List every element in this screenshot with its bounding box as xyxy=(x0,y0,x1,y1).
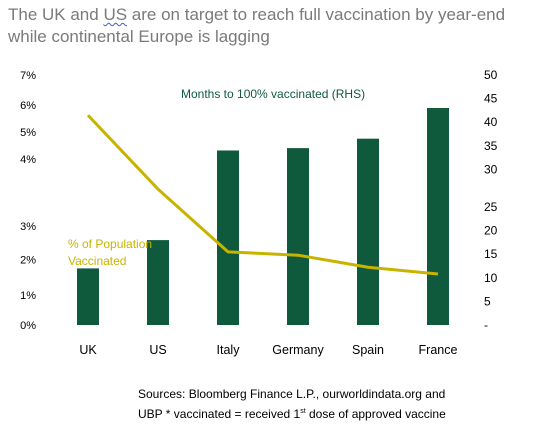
left-axis-tick-label: 4% xyxy=(20,154,36,166)
x-axis-label-uk: UK xyxy=(79,343,97,357)
right-axis-tick-label: 5 xyxy=(484,294,491,308)
left-axis-tick-label: 1% xyxy=(20,290,36,302)
left-axis-tick-label: 3% xyxy=(20,221,36,233)
left-axis-tick-label: 7% xyxy=(20,70,36,82)
line-series-vaccinated xyxy=(86,114,439,276)
line-series-label-1: % of Population xyxy=(68,237,152,251)
title-part-2: are on target to reach full vaccination … xyxy=(8,5,506,46)
bar-series-label: Months to 100% vaccinated (RHS) xyxy=(181,87,365,101)
source-line-2: UBP * vaccinated = received 1st dose of … xyxy=(138,403,533,423)
x-axis-label-italy: Italy xyxy=(217,343,241,357)
line-series-label-2: Vaccinated xyxy=(68,254,126,268)
bar-germany xyxy=(287,148,309,325)
right-axis-tick-label: 15 xyxy=(484,247,498,261)
right-axis-tick-label: 25 xyxy=(484,200,498,214)
bar-france xyxy=(427,108,449,326)
left-axis-tick-label: 5% xyxy=(20,127,36,139)
left-axis-tick-label: 2% xyxy=(20,255,36,267)
right-axis-tick-label: - xyxy=(484,318,488,332)
source-line-2-sup: st xyxy=(300,408,306,415)
right-axis-tick-label: 30 xyxy=(484,162,498,176)
bar-us xyxy=(147,240,169,325)
source-note: Sources: Bloomberg Finance L.P., ourworl… xyxy=(138,385,533,423)
right-axis-tick-label: 50 xyxy=(484,68,498,82)
right-axis-tick-label: 35 xyxy=(484,139,498,153)
right-axis-tick-label: 10 xyxy=(484,271,498,285)
source-line-2a: UBP * vaccinated = received 1 xyxy=(138,407,301,421)
bar-italy xyxy=(217,150,239,325)
source-line-1: Sources: Bloomberg Finance L.P., ourworl… xyxy=(138,387,446,401)
right-axis-tick-label: 20 xyxy=(484,224,498,238)
left-axis-tick-label: 6% xyxy=(20,100,36,112)
source-line-2b: dose of approved vaccine xyxy=(305,407,446,421)
bar-uk xyxy=(77,268,99,325)
bar-spain xyxy=(357,138,379,325)
right-axis-tick-label: 45 xyxy=(484,92,498,106)
title-part-1: The UK and xyxy=(8,5,104,24)
left-axis-tick-label: 0% xyxy=(20,320,36,332)
chart-title: The UK and US are on target to reach ful… xyxy=(8,4,533,48)
x-axis-label-us: US xyxy=(149,343,166,357)
x-axis-label-spain: Spain xyxy=(352,343,384,357)
title-part-spellcheck: US xyxy=(103,5,128,24)
right-axis-tick-label: 40 xyxy=(484,115,498,129)
x-axis-label-germany: Germany xyxy=(272,343,324,357)
x-axis-label-france: France xyxy=(419,343,458,357)
